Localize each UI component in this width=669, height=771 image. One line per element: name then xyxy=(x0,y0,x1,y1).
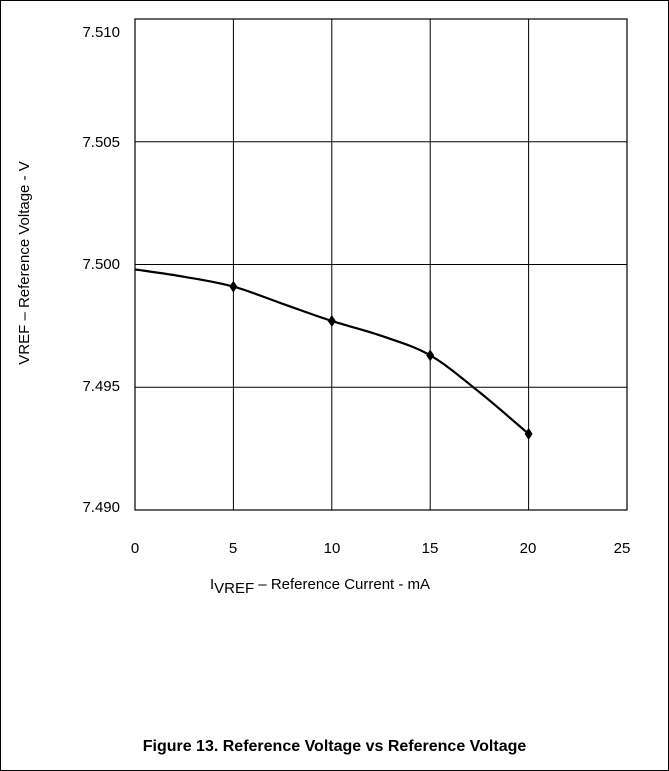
x-tick-label: 20 xyxy=(519,540,537,557)
x-tick-label: 10 xyxy=(323,540,341,557)
y-axis-label-text: VREF – Reference Voltage - V xyxy=(16,161,33,365)
data-point-marker xyxy=(524,427,533,440)
figure-caption: Figure 13. Reference Voltage vs Referenc… xyxy=(142,738,527,755)
series-markers xyxy=(229,280,533,440)
x-axis-label-subscript: VREF xyxy=(214,580,255,597)
x-tick-label: 25 xyxy=(613,540,631,557)
data-point-marker xyxy=(229,280,238,293)
y-tick-label: 7.490 xyxy=(82,499,120,516)
x-axis-label: IVREF – Reference Current - mA xyxy=(120,574,520,597)
grid-lines xyxy=(135,19,627,510)
x-tick-label: 0 xyxy=(130,540,140,557)
y-tick-label: 7.510 xyxy=(82,24,120,41)
x-axis-label-prefix: I xyxy=(209,576,215,593)
y-tick-label: 7.500 xyxy=(82,256,120,273)
data-point-marker xyxy=(426,349,435,362)
plot-area-border xyxy=(134,18,628,511)
x-axis-label-text: – Reference Current - mA xyxy=(254,576,431,593)
data-point-marker xyxy=(327,314,336,327)
x-tick-label: 5 xyxy=(228,540,238,557)
y-tick-label: 7.505 xyxy=(82,134,120,151)
y-tick-label: 7.495 xyxy=(82,378,120,395)
x-tick-label: 15 xyxy=(421,540,439,557)
